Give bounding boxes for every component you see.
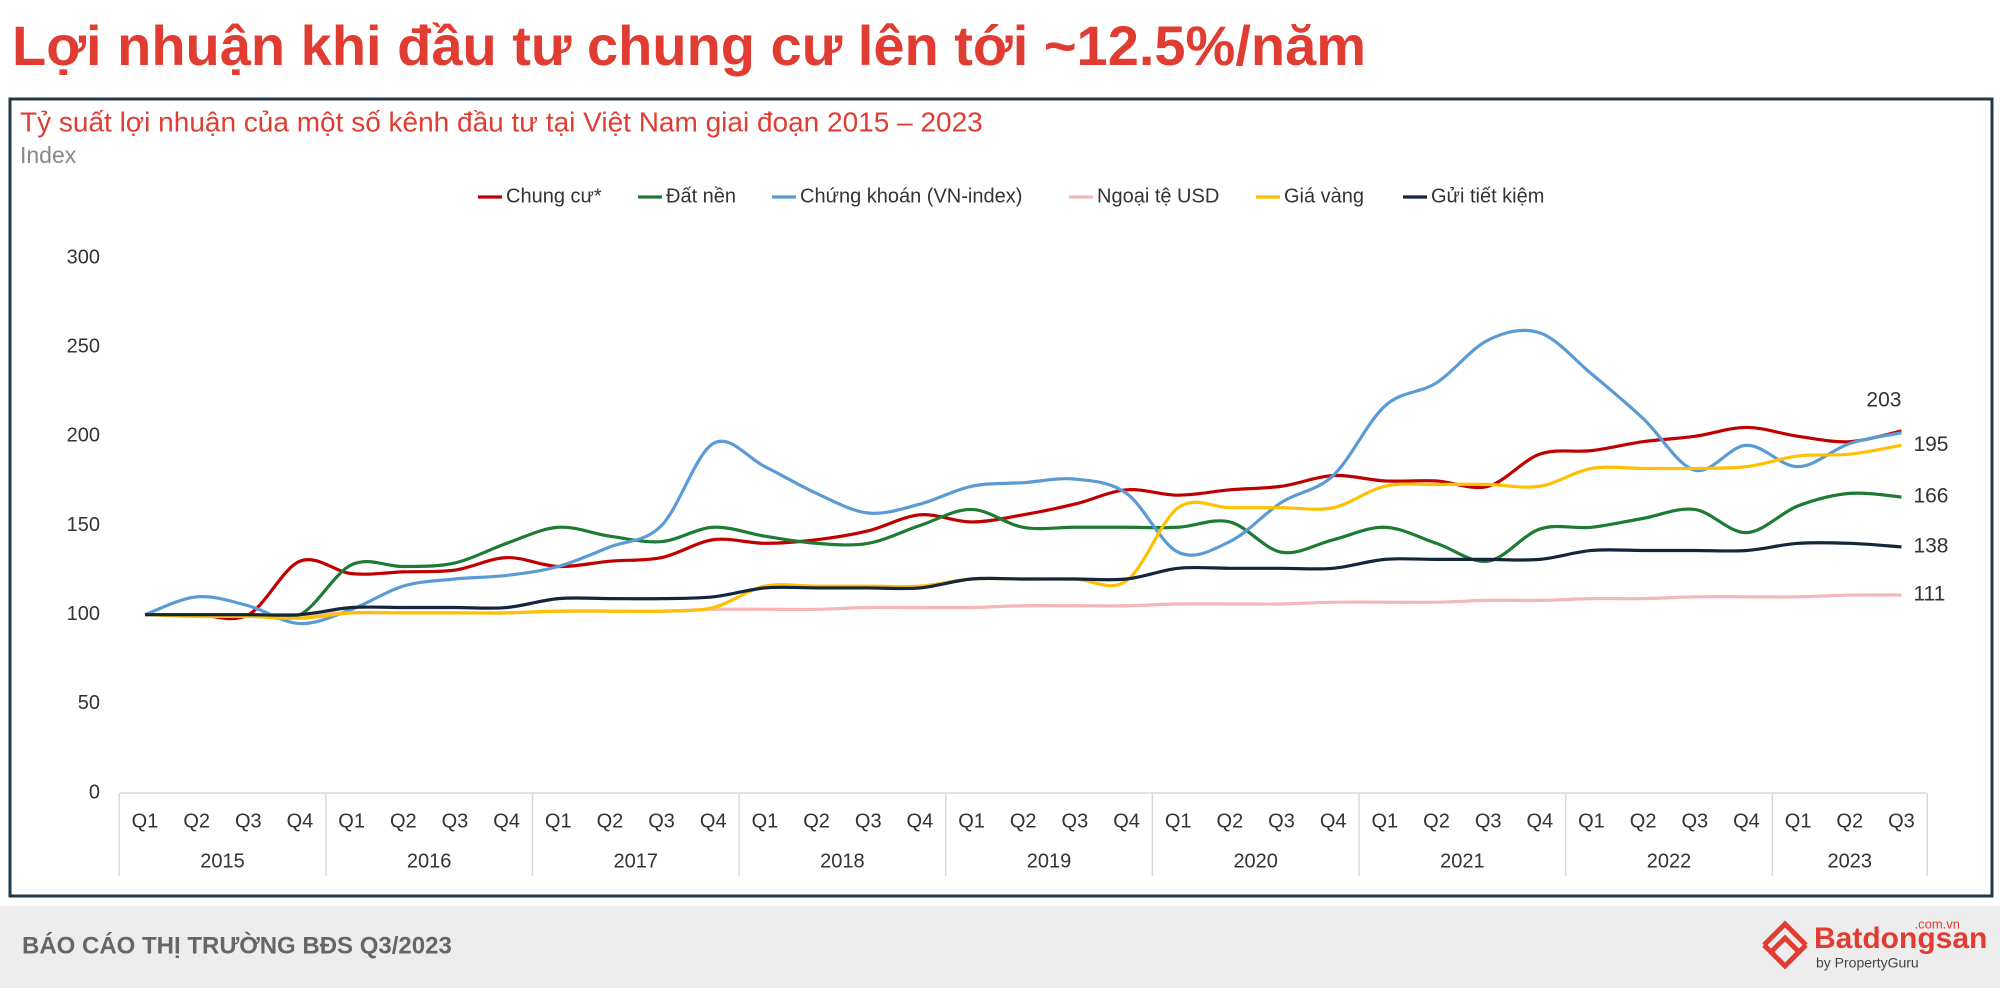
year-label: 2018	[820, 850, 865, 872]
x-tick-label: Q3	[235, 810, 262, 832]
y-tick-label: 150	[67, 514, 100, 536]
x-tick-label: Q4	[700, 810, 727, 832]
x-tick-label: Q3	[855, 810, 882, 832]
x-tick-label: Q1	[545, 810, 572, 832]
series-line	[144, 328, 1902, 626]
x-tick-label: Q4	[1320, 810, 1347, 832]
x-tick-label: Q1	[752, 810, 779, 832]
y-axis-label: Index	[20, 142, 77, 168]
end-value-label: 195	[1913, 433, 1948, 456]
x-tick-label: Q3	[1062, 810, 1089, 832]
y-tick-label: 300	[67, 246, 100, 268]
logo-icon	[1762, 920, 1808, 970]
x-tick-label: Q3	[1681, 810, 1708, 832]
x-tick-label: Q1	[132, 810, 159, 832]
x-tick-label: Q1	[338, 810, 365, 832]
x-tick-label: Q4	[287, 810, 314, 832]
year-label: 2022	[1647, 850, 1692, 872]
x-tick-label: Q1	[1371, 810, 1398, 832]
chart-title: Tỷ suất lợi nhuận của một số kênh đầu tư…	[20, 106, 983, 137]
year-label: 2019	[1027, 850, 1072, 872]
x-tick-label: Q2	[390, 810, 417, 832]
footer-band	[0, 906, 2000, 988]
legend-label: Đất nền	[666, 185, 736, 207]
x-tick-label: Q1	[1578, 810, 1605, 832]
y-tick-label: 0	[89, 781, 100, 803]
x-tick-label: Q1	[1165, 810, 1192, 832]
x-tick-label: Q4	[1526, 810, 1553, 832]
year-label: 2021	[1440, 850, 1485, 872]
year-label: 2017	[614, 850, 659, 872]
end-value-label: 111	[1913, 583, 1945, 606]
x-tick-label: Q3	[1268, 810, 1295, 832]
y-tick-label: 50	[78, 692, 100, 714]
end-value-label: 203	[1866, 389, 1901, 412]
series-line	[145, 491, 1902, 620]
slide-title: Lợi nhuận khi đầu tư chung cư lên tới ~1…	[12, 14, 1366, 77]
x-tick-label: Q3	[1888, 810, 1915, 832]
x-tick-label: Q1	[1785, 810, 1812, 832]
legend-label: Ngoại tệ USD	[1097, 185, 1219, 207]
x-tick-label: Q3	[648, 810, 675, 832]
logo: Batdongsan .com.vn by PropertyGuru	[1762, 916, 1987, 971]
x-tick-label: Q2	[597, 810, 624, 832]
legend-label: Giá vàng	[1284, 185, 1364, 207]
chart-frame	[8, 97, 1994, 898]
x-tick-label: Q3	[442, 810, 469, 832]
year-label: 2015	[200, 850, 245, 872]
x-tick-label: Q3	[1475, 810, 1502, 832]
y-tick-label: 200	[67, 425, 100, 447]
series-line	[145, 425, 1902, 621]
year-label: 2020	[1233, 850, 1278, 872]
x-tick-label: Q4	[907, 810, 934, 832]
footer-report: BÁO CÁO THỊ TRƯỜNG BĐS Q3/2023	[22, 931, 452, 959]
logo-domain: .com.vn	[1914, 916, 1960, 931]
series-line	[145, 541, 1902, 617]
x-tick-label: Q2	[183, 810, 210, 832]
x-tick-label: Q2	[1423, 810, 1450, 832]
y-tick-label: 100	[67, 603, 100, 625]
x-tick-label: Q4	[493, 810, 520, 832]
logo-tagline: by PropertyGuru	[1816, 955, 1919, 971]
x-tick-label: Q2	[1010, 810, 1037, 832]
end-value-label: 166	[1913, 485, 1948, 508]
x-tick-label: Q1	[958, 810, 985, 832]
x-tick-label: Q2	[1217, 810, 1244, 832]
year-label: 2016	[407, 850, 452, 872]
legend-label: Chứng khoán (VN-index)	[800, 185, 1022, 207]
x-tick-label: Q2	[1836, 810, 1863, 832]
end-value-label: 138	[1913, 534, 1948, 557]
legend-label: Gửi tiết kiệm	[1431, 185, 1544, 207]
x-tick-label: Q2	[803, 810, 830, 832]
x-tick-label: Q4	[1733, 810, 1760, 832]
legend-label: Chung cư*	[506, 185, 602, 207]
year-label: 2023	[1828, 850, 1873, 872]
y-tick-label: 250	[67, 335, 100, 357]
x-tick-label: Q4	[1113, 810, 1140, 832]
logo-name: Batdongsan	[1814, 922, 1987, 955]
x-tick-label: Q2	[1630, 810, 1657, 832]
